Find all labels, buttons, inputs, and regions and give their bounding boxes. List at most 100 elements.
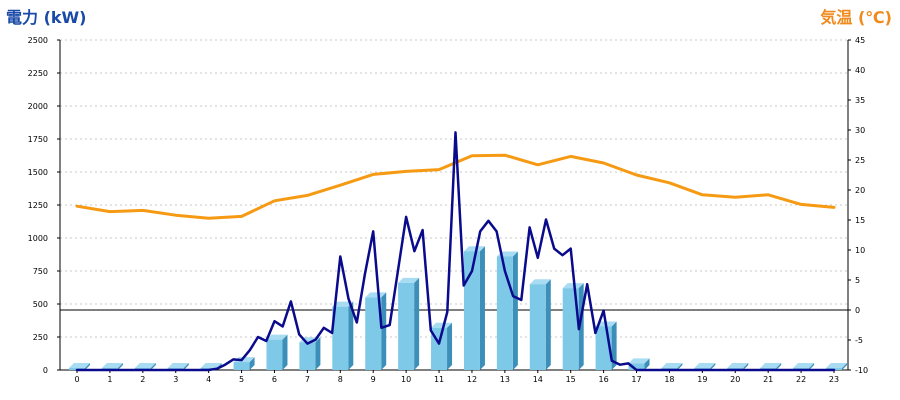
bar-top-18	[661, 363, 683, 369]
x-tick-label-3: 3	[173, 375, 178, 384]
bar-side-12	[479, 246, 485, 370]
bar-top-1	[101, 363, 123, 369]
left-tick-label-9: 2250	[28, 69, 48, 78]
bar-side-10	[414, 277, 420, 370]
right-axis-title: 気温 (℃)	[820, 8, 892, 27]
bar-top-8	[332, 301, 354, 307]
bar-top-22	[793, 363, 815, 369]
right-tick-label-7: 25	[855, 156, 865, 165]
x-tick-label-23: 23	[829, 375, 839, 384]
bar-top-17	[628, 358, 650, 364]
bar-9	[365, 297, 382, 370]
bar-side-20	[743, 363, 749, 370]
left-tick-label-4: 1000	[28, 234, 48, 243]
bar-top-23	[826, 363, 847, 369]
bar-side-17	[644, 358, 650, 370]
bar-side-13	[512, 251, 518, 370]
x-tick-label-16: 16	[599, 375, 609, 384]
left-tick-label-8: 2000	[28, 102, 48, 111]
bar-top-14	[529, 279, 551, 285]
right-tick-label-2: 0	[855, 306, 860, 315]
bar-side-1	[117, 363, 123, 370]
x-tick-label-7: 7	[305, 375, 310, 384]
x-tick-label-12: 12	[467, 375, 477, 384]
left-axis-title: 電力 (kW)	[6, 8, 87, 27]
right-tick-label-8: 30	[855, 126, 865, 135]
bar-top-4	[200, 363, 222, 369]
left-tick-label-2: 500	[33, 300, 48, 309]
bar-top-2	[134, 363, 156, 369]
x-tick-label-11: 11	[434, 375, 444, 384]
bar-14	[529, 284, 546, 370]
temperature-line	[75, 153, 836, 220]
x-tick-label-20: 20	[730, 375, 740, 384]
bar-side-11	[447, 322, 453, 370]
right-tick-label-11: 45	[855, 36, 865, 45]
bar-side-8	[348, 301, 354, 370]
left-tick-label-6: 1500	[28, 168, 48, 177]
bar-top-21	[760, 363, 782, 369]
x-tick-label-8: 8	[338, 375, 343, 384]
x-tick-label-21: 21	[763, 375, 773, 384]
bar-side-0	[85, 363, 90, 370]
left-tick-label-10: 2500	[28, 36, 48, 45]
left-tick-label-3: 750	[33, 267, 48, 276]
bar-12	[463, 251, 480, 370]
bar-17	[628, 363, 645, 370]
bar-6	[266, 339, 283, 370]
bar-side-2	[150, 363, 156, 370]
x-tick-label-15: 15	[566, 375, 576, 384]
left-tick-label-7: 1750	[28, 135, 48, 144]
x-tick-label-2: 2	[140, 375, 145, 384]
bar-top-20	[727, 363, 749, 369]
bar-side-21	[776, 363, 782, 370]
left-tick-label-1: 250	[33, 333, 48, 342]
right-tick-label-4: 10	[855, 246, 865, 255]
x-tick-label-13: 13	[500, 375, 510, 384]
x-tick-label-9: 9	[371, 375, 376, 384]
bar-15	[562, 288, 579, 370]
bar-top-0	[69, 363, 90, 369]
right-tick-label-9: 35	[855, 96, 865, 105]
bar-8	[332, 306, 349, 370]
bar-top-3	[167, 363, 189, 369]
bar-top-19	[694, 363, 716, 369]
left-tick-label-0: 0	[43, 366, 48, 375]
bar-side-16	[611, 321, 617, 370]
x-tick-label-10: 10	[401, 375, 411, 384]
bar-side-22	[809, 363, 815, 370]
x-tick-label-0: 0	[74, 375, 79, 384]
x-tick-label-19: 19	[697, 375, 707, 384]
bar-10	[398, 282, 415, 370]
bar-7	[299, 342, 316, 370]
bar-side-19	[710, 363, 716, 370]
x-tick-label-5: 5	[239, 375, 244, 384]
bar-side-14	[545, 279, 551, 370]
right-tick-label-1: -5	[855, 336, 863, 345]
power-line	[75, 131, 836, 372]
x-tick-label-6: 6	[272, 375, 277, 384]
bar-top-10	[398, 277, 420, 283]
x-tick-label-14: 14	[533, 375, 543, 384]
right-tick-label-5: 15	[855, 216, 865, 225]
x-tick-label-1: 1	[107, 375, 112, 384]
left-tick-label-5: 1250	[28, 201, 48, 210]
bar-top-11	[431, 322, 453, 328]
bar-top-9	[365, 292, 387, 298]
bar-side-23	[842, 363, 847, 370]
bar-side-6	[282, 334, 288, 370]
x-tick-label-4: 4	[206, 375, 211, 384]
bar-side-5	[249, 357, 255, 370]
x-tick-label-22: 22	[796, 375, 806, 384]
right-tick-label-6: 20	[855, 186, 865, 195]
bar-side-9	[381, 292, 387, 370]
right-tick-label-3: 5	[855, 276, 860, 285]
right-tick-label-0: -10	[855, 366, 868, 375]
x-tick-label-17: 17	[631, 375, 641, 384]
x-tick-label-18: 18	[664, 375, 674, 384]
right-tick-label-10: 40	[855, 66, 865, 75]
bar-side-18	[677, 363, 683, 370]
bar-top-6	[266, 334, 288, 340]
bar-top-15	[562, 283, 584, 289]
